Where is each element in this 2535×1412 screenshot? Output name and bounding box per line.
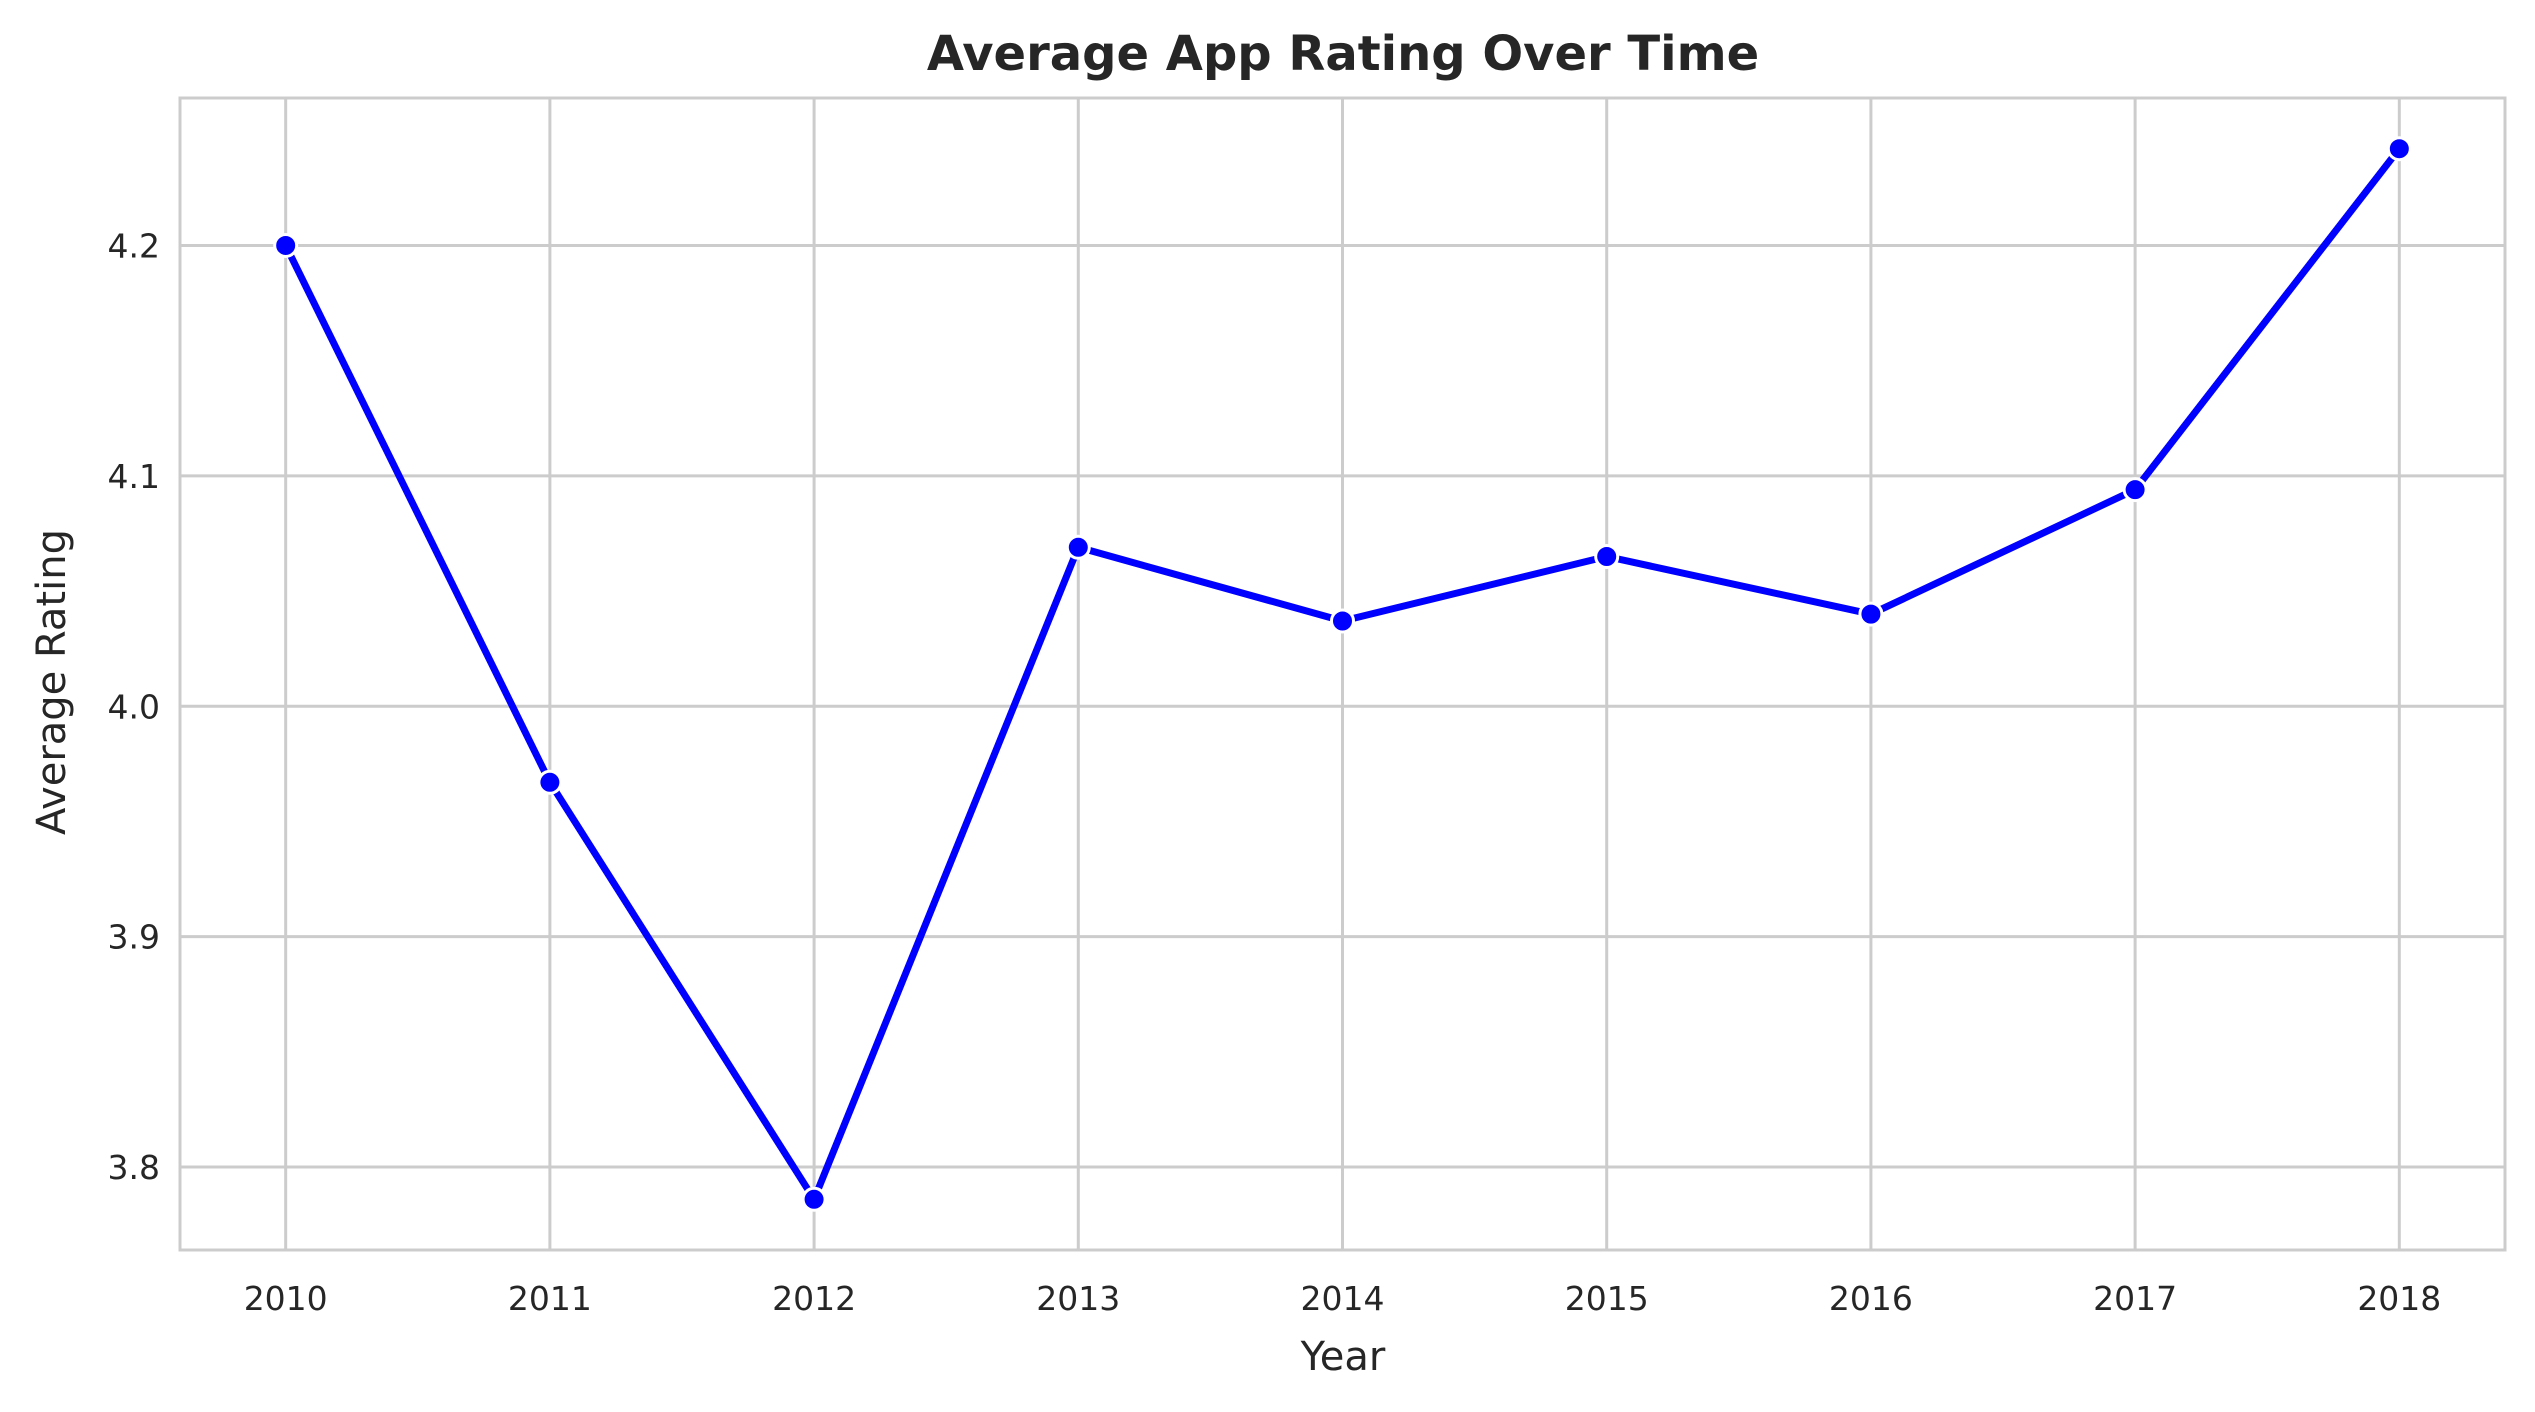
chart-title: Average App Rating Over Time — [927, 26, 1759, 82]
data-point — [1065, 534, 1091, 560]
data-point — [801, 1186, 827, 1212]
x-tick-label: 2015 — [1565, 1279, 1649, 1318]
data-point — [537, 769, 563, 795]
x-axis-ticks: 2010 2011 2012 2013 2014 2015 2016 2017 2018 — [244, 1279, 2442, 1318]
y-tick-label: 3.9 — [108, 918, 160, 957]
y-axis-label: Average Rating — [29, 529, 75, 835]
data-point — [2386, 136, 2412, 162]
x-tick-label: 2011 — [508, 1279, 592, 1318]
data-point — [2122, 477, 2148, 503]
x-tick-label: 2013 — [1036, 1279, 1120, 1318]
y-tick-label: 3.8 — [108, 1148, 160, 1187]
x-tick-label: 2016 — [1829, 1279, 1913, 1318]
data-point — [1858, 601, 1884, 627]
x-axis-label: Year — [1300, 1334, 1386, 1380]
x-tick-label: 2012 — [772, 1279, 856, 1318]
x-tick-label: 2017 — [2093, 1279, 2177, 1318]
y-tick-label: 4.1 — [108, 457, 160, 496]
grid — [180, 98, 2505, 1250]
plot-frame — [178, 96, 2507, 1252]
series-layer — [273, 136, 2412, 1212]
y-tick-label: 4.2 — [108, 226, 160, 265]
x-tick-label: 2010 — [244, 1279, 328, 1318]
y-axis-ticks: 3.8 3.9 4.0 4.1 4.2 — [108, 226, 160, 1187]
x-tick-label: 2018 — [2357, 1279, 2441, 1318]
data-point — [1330, 608, 1355, 634]
data-point — [273, 232, 299, 258]
x-tick-label: 2014 — [1301, 1279, 1385, 1318]
y-tick-label: 4.0 — [108, 687, 160, 726]
data-point — [1594, 543, 1620, 569]
